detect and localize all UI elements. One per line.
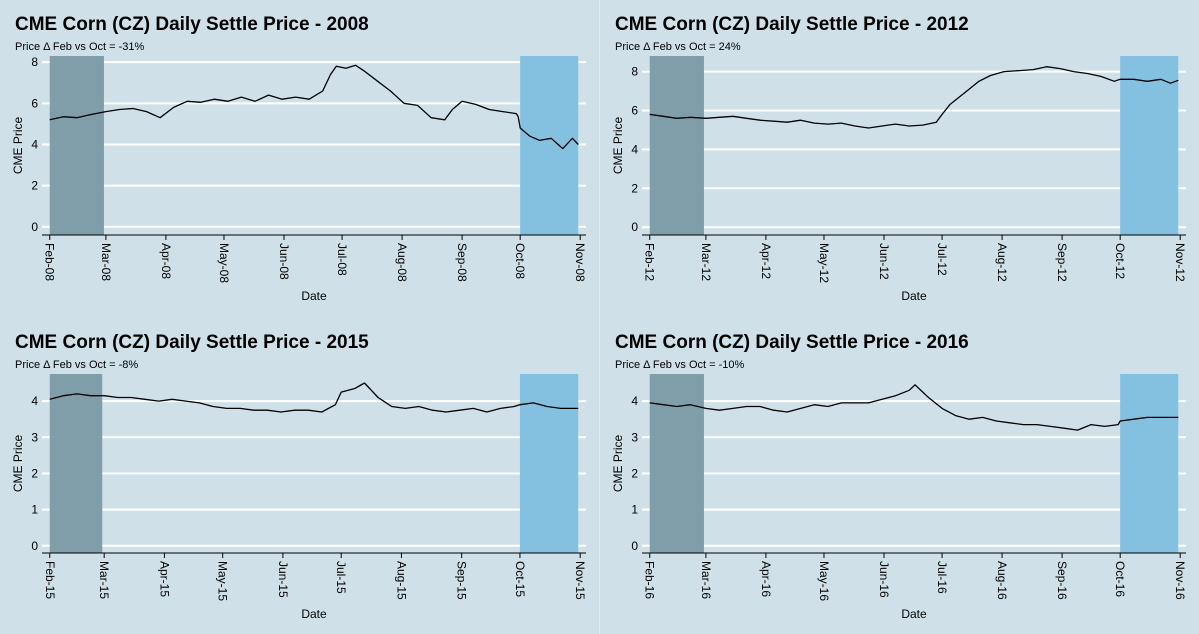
x-tick-label: Jul-16 bbox=[935, 561, 949, 594]
y-tick-label: 2 bbox=[31, 466, 38, 480]
x-tick-label: Oct-12 bbox=[1113, 243, 1127, 279]
february-highlight bbox=[649, 374, 704, 553]
x-tick-label: Nov-15 bbox=[573, 561, 587, 600]
chart-panel: 0 1 2 3 4 Feb-15 Mar-15 Apr-15 May-15 Jun-15 Jul-1… bbox=[11, 332, 587, 621]
x-tick-label: Feb-08 bbox=[43, 243, 57, 281]
x-tick-label: May-12 bbox=[817, 243, 831, 283]
y-tick-label: 3 bbox=[31, 430, 38, 444]
chart-subtitle: Price Δ Feb vs Oct = -8% bbox=[15, 359, 138, 371]
y-tick-label: 1 bbox=[631, 503, 638, 517]
x-tick-label: Mar-08 bbox=[99, 243, 113, 281]
x-tick-label: Feb-15 bbox=[43, 561, 57, 599]
x-tick-label: Apr-08 bbox=[159, 243, 173, 279]
x-tick-label: Aug-12 bbox=[995, 243, 1009, 282]
x-tick-label: Aug-16 bbox=[995, 561, 1009, 600]
x-tick-label: Aug-08 bbox=[395, 243, 409, 282]
x-axis-label: Date bbox=[901, 289, 927, 303]
x-tick-label: Mar-16 bbox=[699, 561, 713, 599]
price-line bbox=[649, 66, 1179, 129]
x-tick-label: Apr-16 bbox=[759, 561, 773, 597]
x-tick-label: Jul-15 bbox=[334, 561, 348, 594]
x-tick-label: Feb-16 bbox=[643, 561, 657, 599]
x-tick-label: Sep-08 bbox=[455, 243, 469, 282]
chart-subtitle: Price Δ Feb vs Oct = -10% bbox=[615, 359, 745, 371]
y-tick-label: 4 bbox=[631, 142, 638, 156]
x-tick-label: Nov-08 bbox=[573, 243, 587, 282]
x-tick-label: Sep-12 bbox=[1055, 243, 1069, 282]
february-highlight bbox=[49, 56, 104, 235]
chart-title: CME Corn (CZ) Daily Settle Price - 2008 bbox=[15, 14, 369, 35]
october-highlight bbox=[520, 56, 579, 235]
x-axis-label: Date bbox=[301, 289, 327, 303]
x-tick-label: Apr-15 bbox=[157, 561, 171, 597]
x-tick-label: May-15 bbox=[216, 561, 230, 601]
x-tick-label: Jun-08 bbox=[277, 243, 291, 280]
y-tick-label: 0 bbox=[631, 220, 638, 234]
x-tick-label: Jun-16 bbox=[877, 561, 891, 598]
chart-subtitle: Price Δ Feb vs Oct = -31% bbox=[15, 41, 145, 53]
x-tick-label: Aug-15 bbox=[394, 561, 408, 600]
price-line bbox=[49, 64, 579, 150]
x-tick-label: Nov-12 bbox=[1173, 243, 1187, 282]
x-tick-label: Oct-16 bbox=[1113, 561, 1127, 597]
y-tick-label: 0 bbox=[31, 539, 38, 553]
y-tick-label: 4 bbox=[31, 394, 38, 408]
y-tick-label: 2 bbox=[631, 466, 638, 480]
y-tick-label: 8 bbox=[31, 55, 38, 69]
x-tick-label: Oct-08 bbox=[513, 243, 527, 279]
february-highlight bbox=[49, 374, 103, 553]
x-tick-label: Jun-15 bbox=[276, 561, 290, 598]
october-highlight bbox=[519, 374, 579, 553]
x-tick-label: Nov-16 bbox=[1173, 561, 1187, 600]
x-tick-label: Sep-15 bbox=[455, 561, 469, 600]
y-tick-label: 2 bbox=[31, 179, 38, 193]
y-tick-label: 2 bbox=[631, 181, 638, 195]
x-tick-label: Jun-12 bbox=[877, 243, 891, 280]
x-tick-label: Mar-15 bbox=[97, 561, 111, 599]
y-tick-label: 4 bbox=[631, 394, 638, 408]
chart-panel: 0 1 2 3 4 Feb-16 Mar-16 Apr-16 May-16 Jun-16 Jul-1… bbox=[611, 332, 1187, 621]
chart-title: CME Corn (CZ) Daily Settle Price - 2012 bbox=[615, 14, 969, 35]
y-tick-label: 0 bbox=[31, 220, 38, 234]
y-tick-label: 6 bbox=[631, 103, 638, 117]
y-axis-label: CME Price bbox=[11, 117, 25, 175]
x-tick-label: Apr-12 bbox=[759, 243, 773, 279]
october-highlight bbox=[1120, 374, 1179, 553]
y-tick-label: 3 bbox=[631, 430, 638, 444]
x-tick-label: Mar-12 bbox=[699, 243, 713, 281]
chart-title: CME Corn (CZ) Daily Settle Price - 2015 bbox=[15, 332, 369, 353]
x-tick-label: May-16 bbox=[817, 561, 831, 601]
chart-title: CME Corn (CZ) Daily Settle Price - 2016 bbox=[615, 332, 969, 353]
y-tick-label: 4 bbox=[31, 137, 38, 151]
y-axis-label: CME Price bbox=[11, 435, 25, 493]
x-axis-label: Date bbox=[901, 607, 927, 621]
y-tick-label: 6 bbox=[31, 96, 38, 110]
x-tick-label: Sep-16 bbox=[1055, 561, 1069, 600]
y-axis-label: CME Price bbox=[611, 117, 625, 175]
y-tick-label: 8 bbox=[631, 65, 638, 79]
february-highlight bbox=[649, 56, 704, 235]
price-line bbox=[649, 384, 1179, 431]
chart-panel: 0 2 4 6 8 Feb-08 Mar-08 Apr-08 May-08 Jun-08 Jul-0… bbox=[11, 14, 587, 303]
y-tick-label: 1 bbox=[31, 503, 38, 517]
y-axis-label: CME Price bbox=[611, 435, 625, 493]
x-tick-label: Oct-15 bbox=[513, 561, 527, 597]
y-tick-label: 0 bbox=[631, 539, 638, 553]
x-tick-label: Jul-12 bbox=[935, 243, 949, 276]
october-highlight bbox=[1120, 56, 1179, 235]
x-axis-label: Date bbox=[301, 607, 327, 621]
chart-panel: 0 2 4 6 8 Feb-12 Mar-12 Apr-12 May-12 Jun-12 Jul-1… bbox=[611, 14, 1187, 303]
chart-subtitle: Price Δ Feb vs Oct = 24% bbox=[615, 41, 741, 53]
x-tick-label: Feb-12 bbox=[643, 243, 657, 281]
x-tick-label: May-08 bbox=[217, 243, 231, 283]
price-line bbox=[49, 382, 579, 413]
x-tick-label: Jul-08 bbox=[335, 243, 349, 276]
